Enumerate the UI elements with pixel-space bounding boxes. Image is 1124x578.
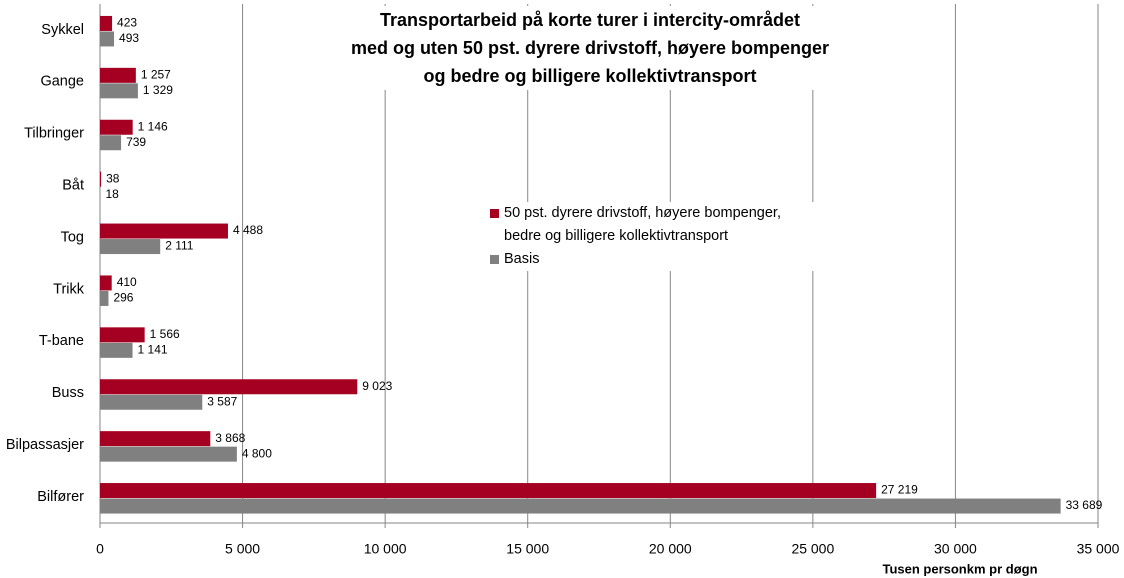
y-tick-label: Tog — [61, 229, 84, 245]
value-label: 423 — [117, 16, 137, 30]
bar — [100, 135, 122, 151]
y-tick-label: Gange — [40, 74, 84, 90]
legend-label: 50 pst. dyrere drivstoff, høyere bompeng… — [504, 205, 781, 244]
value-label: 3 868 — [215, 431, 245, 445]
bar — [100, 327, 145, 343]
bar — [100, 15, 113, 31]
value-label: 1 566 — [150, 327, 180, 341]
y-tick-label: Buss — [52, 385, 84, 401]
x-tick-label: 30 000 — [934, 541, 977, 557]
x-tick-label: 20 000 — [649, 541, 692, 557]
legend-swatch — [490, 255, 499, 264]
value-label: 3 587 — [207, 394, 237, 408]
bar — [100, 31, 115, 47]
value-label: 739 — [126, 135, 146, 149]
bar — [100, 67, 136, 83]
value-label: 1 257 — [141, 68, 171, 82]
bar — [100, 83, 138, 99]
bar — [100, 171, 102, 187]
bar — [100, 290, 109, 306]
value-label: 296 — [113, 291, 133, 305]
legend: 50 pst. dyrere drivstoff, høyere bompeng… — [490, 202, 850, 271]
legend-item: Basis — [490, 248, 850, 271]
value-label: 2 111 — [165, 239, 194, 253]
bar — [100, 483, 877, 499]
bar — [100, 379, 358, 395]
x-tick-label: 0 — [96, 541, 104, 557]
chart-title: Transportarbeid på korte turer i interci… — [330, 6, 850, 90]
bar — [100, 394, 203, 410]
y-tick-label: Tilbringer — [24, 126, 84, 142]
value-label: 1 329 — [143, 83, 173, 97]
value-label: 493 — [119, 31, 139, 45]
x-tick-label: 15 000 — [506, 541, 549, 557]
value-label: 38 — [106, 171, 120, 185]
y-tick-label: T-bane — [39, 333, 84, 349]
bar — [100, 239, 161, 255]
legend-label: Basis — [504, 251, 540, 267]
value-label: 33 689 — [1066, 498, 1103, 512]
y-tick-label: Bilpassasjer — [6, 437, 84, 453]
y-tick-label: Bilfører — [37, 489, 84, 505]
value-label: 410 — [117, 275, 137, 289]
x-tick-label: 25 000 — [791, 541, 834, 557]
bar — [100, 498, 1061, 514]
x-tick-label: 35 000 — [1077, 541, 1120, 557]
x-tick-label: 5 000 — [225, 541, 260, 557]
legend-item: 50 pst. dyrere drivstoff, høyere bompeng… — [490, 202, 850, 248]
bar — [100, 431, 211, 447]
x-tick-label: 10 000 — [364, 541, 407, 557]
y-tick-label: Båt — [62, 177, 84, 193]
value-label: 18 — [106, 187, 120, 201]
bar — [100, 342, 133, 358]
legend-swatch — [490, 209, 499, 218]
y-tick-label: Sykkel — [41, 22, 84, 38]
bar — [100, 119, 133, 135]
bar — [100, 275, 112, 291]
value-label: 4 800 — [242, 446, 272, 460]
value-label: 1 141 — [138, 343, 168, 357]
bar — [100, 187, 101, 203]
bar — [100, 446, 237, 462]
x-axis-title: Tusen personkm pr døgn — [882, 561, 1037, 576]
value-label: 27 219 — [881, 483, 918, 497]
value-label: 4 488 — [233, 223, 263, 237]
bar — [100, 223, 228, 239]
value-label: 9 023 — [362, 379, 392, 393]
value-label: 1 146 — [138, 119, 168, 133]
y-tick-label: Trikk — [53, 281, 85, 297]
